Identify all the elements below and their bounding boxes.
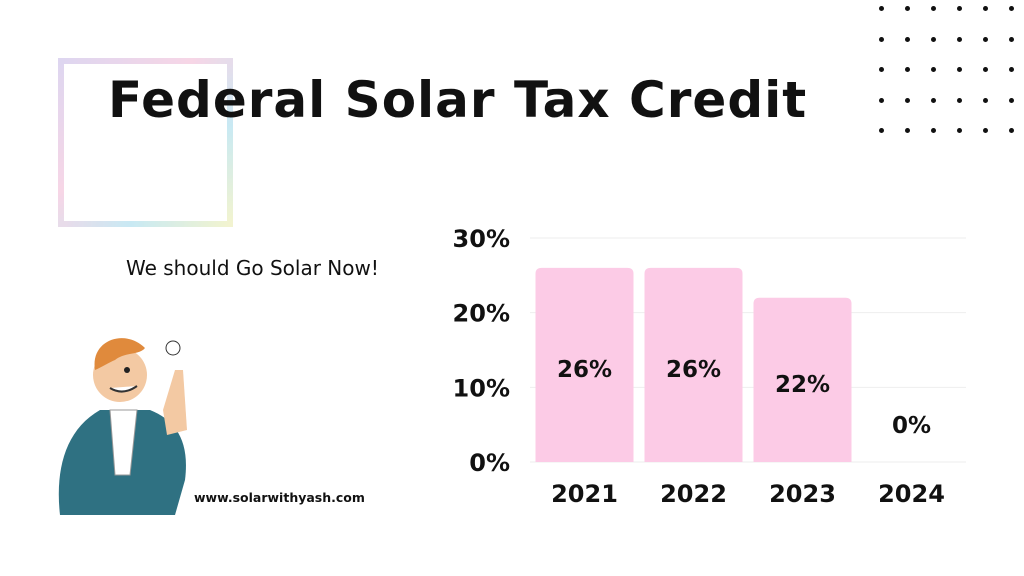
dot <box>1009 128 1014 133</box>
data-label: 26% <box>666 357 721 383</box>
dot <box>905 128 910 133</box>
data-label: 26% <box>557 357 612 383</box>
tagline: We should Go Solar Now! <box>126 256 379 280</box>
y-tick-label: 10% <box>453 374 510 402</box>
dot <box>1009 97 1014 103</box>
dot <box>931 97 936 103</box>
dot <box>1009 67 1014 72</box>
page-title: Federal Solar Tax Credit <box>108 71 808 129</box>
dot <box>957 67 962 72</box>
decorative-frame <box>58 58 233 227</box>
dot <box>983 97 988 103</box>
bar-2021 <box>535 267 634 462</box>
dot <box>879 67 884 72</box>
website-link[interactable]: www.solarwithyash.com <box>194 490 365 505</box>
dot <box>983 36 988 42</box>
dot <box>931 36 936 42</box>
dot <box>905 67 910 72</box>
dot <box>931 6 936 11</box>
dot <box>905 97 910 103</box>
dot <box>957 128 962 133</box>
dot <box>957 36 962 42</box>
dot <box>879 97 884 103</box>
dot <box>931 67 936 72</box>
dot <box>1009 6 1014 11</box>
dot <box>879 6 884 11</box>
data-label: 0% <box>892 413 931 439</box>
dot <box>957 97 962 103</box>
dot <box>1009 36 1014 42</box>
y-tick-label: 0% <box>469 449 510 477</box>
dot <box>879 36 884 42</box>
x-tick-label: 2021 <box>551 480 618 508</box>
bar-2022 <box>644 267 743 462</box>
dot <box>983 6 988 11</box>
dot <box>931 128 936 133</box>
y-tick-label: 30% <box>453 225 510 253</box>
x-tick-label: 2024 <box>878 480 945 508</box>
bar-2023 <box>753 297 852 462</box>
dot <box>879 128 884 133</box>
man-pointing-lightbulb-icon <box>58 338 187 515</box>
y-tick-label: 20% <box>453 300 510 328</box>
data-label: 22% <box>775 372 830 398</box>
dot <box>957 6 962 11</box>
dot <box>905 36 910 42</box>
x-tick-label: 2022 <box>660 480 727 508</box>
x-tick-label: 2023 <box>769 480 836 508</box>
dot-grid-icon <box>879 6 1024 159</box>
dot <box>983 128 988 133</box>
dot <box>905 6 910 11</box>
dot <box>983 67 988 72</box>
